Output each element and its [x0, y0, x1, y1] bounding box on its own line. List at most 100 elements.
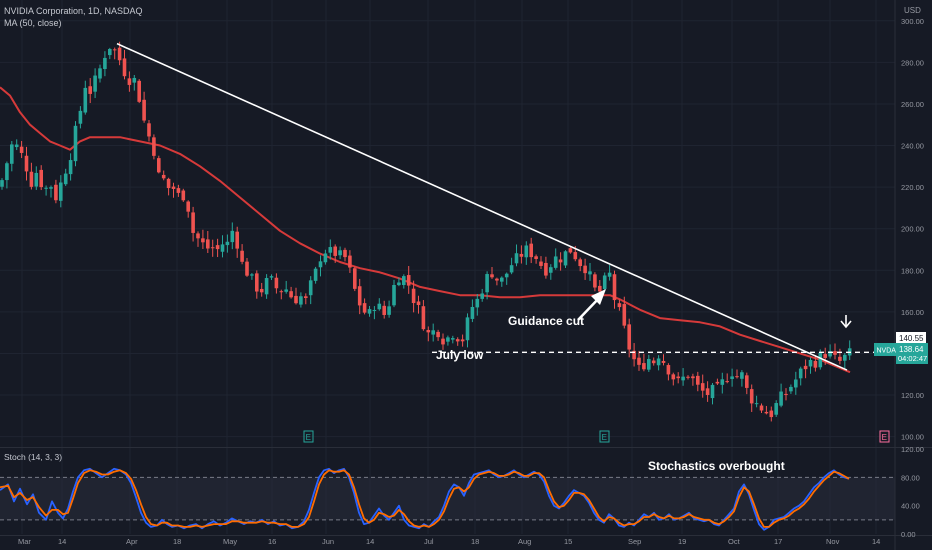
candle-body	[10, 144, 14, 164]
candle-body	[284, 289, 288, 292]
candle-body	[490, 274, 494, 278]
candle-body	[544, 262, 548, 276]
candle-body	[98, 68, 102, 79]
candle-body	[73, 125, 78, 162]
earnings-marker-label: E	[602, 433, 607, 442]
candle-body	[514, 253, 519, 264]
y-tick-label: 200.00	[901, 225, 924, 234]
candle-body	[715, 381, 720, 384]
candle-body	[519, 253, 524, 257]
x-tick-label: 19	[678, 537, 686, 546]
earnings-marker-upcoming[interactable]: E	[879, 430, 890, 443]
candle-body	[39, 169, 43, 188]
candle-body	[318, 261, 323, 268]
candle-body	[465, 317, 470, 341]
symbol-title[interactable]: NVIDIA Corporation, 1D, NASDAQ	[4, 6, 143, 16]
candle-body	[54, 184, 58, 201]
candle-body	[573, 252, 578, 260]
price-tag-bg	[896, 332, 926, 344]
candle-body	[29, 171, 34, 187]
candle-body	[779, 391, 783, 406]
candle-body	[480, 293, 484, 299]
stoch-band-fill	[0, 477, 895, 520]
candle-body	[103, 57, 107, 70]
candle-body	[661, 360, 666, 363]
candle-body	[0, 180, 4, 187]
candle-body	[558, 259, 563, 263]
candle-body	[436, 331, 440, 338]
y-tick-label: 100.00	[901, 433, 924, 442]
candle-body	[524, 245, 529, 258]
candle-body	[201, 238, 205, 243]
earnings-marker-1[interactable]: E	[303, 430, 314, 443]
grid-lines	[0, 0, 895, 534]
x-tick-label: 18	[471, 537, 479, 546]
candle-body	[607, 272, 612, 277]
stoch-y-tick-label: 40.00	[901, 502, 920, 511]
candle-body	[196, 233, 200, 239]
candle-body	[93, 75, 97, 92]
candle-body	[304, 296, 308, 298]
candle-body	[108, 48, 112, 56]
candle-body	[392, 285, 396, 306]
candle-body	[725, 381, 729, 383]
y-tick-label: 120.00	[901, 391, 924, 400]
candle-body	[240, 250, 244, 262]
candle-body	[328, 247, 333, 253]
candle-body	[534, 256, 538, 259]
candle-body	[686, 376, 690, 378]
candle-body	[411, 288, 416, 304]
candle-body	[88, 86, 92, 94]
downtrend-line	[116, 42, 848, 371]
guidance-arrow-head	[591, 289, 606, 305]
candle-body	[818, 352, 823, 368]
candle-body	[353, 268, 357, 289]
stochastic-panel	[0, 467, 895, 531]
x-tick-label: Mar	[18, 537, 31, 546]
bar-countdown: 04:02:47	[898, 354, 927, 363]
candle-body	[617, 303, 622, 308]
candle-body	[186, 201, 190, 212]
candle-body	[754, 403, 759, 405]
breakout-arrow-head	[840, 320, 852, 329]
candle-body	[789, 386, 793, 392]
candle-body	[63, 173, 68, 185]
candle-body	[431, 330, 435, 335]
current-price-value: 138.64	[899, 345, 924, 354]
candle-body	[5, 163, 9, 181]
annotation-guidance-cut: Guidance cut	[508, 314, 584, 328]
candle-body	[171, 186, 176, 189]
candle-body	[588, 271, 592, 275]
candle-body	[382, 305, 386, 315]
candle-body	[740, 372, 744, 379]
candle-body	[666, 365, 671, 375]
y-tick-label: 280.00	[901, 58, 924, 67]
candle-body	[112, 49, 117, 51]
x-tick-label: 14	[58, 537, 66, 546]
candle-body	[127, 78, 132, 85]
candle-body	[495, 278, 499, 281]
candle-body	[563, 251, 568, 266]
candle-body	[397, 282, 401, 286]
stochastic-indicator-label[interactable]: Stoch (14, 3, 3)	[4, 452, 63, 462]
earnings-marker-2[interactable]: E	[599, 430, 610, 443]
candle-body	[377, 303, 382, 310]
ma-indicator-label[interactable]: MA (50, close)	[4, 18, 62, 28]
candle-body	[362, 303, 367, 313]
candle-body	[583, 265, 587, 274]
candle-body	[142, 99, 146, 121]
ticker-tag-bg	[874, 343, 896, 356]
candle-body	[308, 280, 313, 296]
ticker-label: NVDA	[877, 348, 897, 355]
current-price-bg	[896, 343, 928, 364]
candle-body	[19, 146, 24, 153]
candle-body	[833, 351, 837, 355]
candle-body	[612, 274, 617, 301]
candle-body	[338, 250, 342, 256]
candle-body	[475, 298, 480, 308]
candle-body	[122, 58, 127, 77]
candle-body	[647, 358, 651, 370]
candle-body	[632, 350, 636, 360]
